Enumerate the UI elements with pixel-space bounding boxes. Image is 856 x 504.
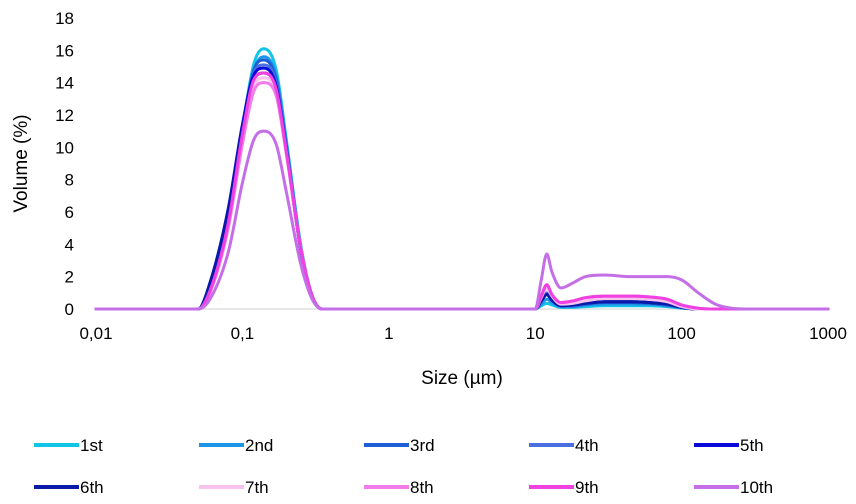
- y-tick-label: 12: [55, 106, 74, 125]
- legend-item-3: 3rd: [364, 436, 435, 455]
- legend-label: 6th: [80, 478, 104, 497]
- legend-label: 2nd: [245, 436, 273, 455]
- series-line-7: [94, 76, 830, 311]
- y-tick-label: 8: [65, 171, 74, 190]
- series-line-1: [94, 47, 830, 311]
- legend-item-6: 6th: [34, 478, 104, 497]
- series-line-2: [94, 55, 830, 311]
- legend-label: 7th: [245, 478, 269, 497]
- legend-label: 8th: [410, 478, 434, 497]
- legend-label: 3rd: [410, 436, 435, 455]
- series-line-4: [94, 63, 830, 311]
- x-tick-label: 0,01: [79, 324, 112, 343]
- legend-item-8: 8th: [364, 478, 434, 497]
- series-line-5: [94, 66, 830, 311]
- x-axis-title: Size (µm): [421, 368, 503, 389]
- series-line-10: [94, 129, 830, 311]
- y-tick-label: 14: [55, 74, 74, 93]
- legend-label: 9th: [575, 478, 599, 497]
- y-tick-label: 2: [65, 268, 74, 287]
- y-tick-label: 16: [55, 41, 74, 60]
- legend-item-4: 4th: [529, 436, 599, 455]
- legend-item-7: 7th: [199, 478, 269, 497]
- y-tick-label: 4: [65, 235, 74, 254]
- series-line-6: [94, 71, 830, 311]
- legend-item-1: 1st: [34, 436, 103, 455]
- legend-label: 10th: [740, 478, 773, 497]
- legend-item-5: 5th: [694, 436, 764, 455]
- x-tick-label: 100: [667, 324, 695, 343]
- x-tick-label: 10: [526, 324, 545, 343]
- legend-item-2: 2nd: [199, 436, 273, 455]
- series-line-3: [94, 58, 830, 311]
- y-tick-label: 0: [65, 300, 74, 319]
- y-axis-ticks: 0 2 4 6 8 10 12 14 16 18: [55, 9, 74, 319]
- x-axis-ticks: 0,01 0,1 1 10 100 1000: [79, 324, 846, 343]
- x-tick-label: 1000: [809, 324, 847, 343]
- series-line-9: [94, 71, 830, 311]
- legend-item-9: 9th: [529, 478, 599, 497]
- legend-label: 1st: [80, 436, 103, 455]
- legend-label: 5th: [740, 436, 764, 455]
- x-tick-label: 1: [384, 324, 393, 343]
- y-tick-label: 10: [55, 138, 74, 157]
- y-tick-label: 18: [55, 9, 74, 28]
- legend-label: 4th: [575, 436, 599, 455]
- series-line-8: [94, 81, 830, 311]
- y-tick-label: 6: [65, 203, 74, 222]
- x-tick-label: 0,1: [231, 324, 255, 343]
- series-layer: [94, 47, 830, 311]
- legend-item-10: 10th: [694, 478, 773, 497]
- y-axis-title: Volume (%): [11, 114, 32, 212]
- legend: 1st 2nd 3rd 4th 5th 6th 7th 8th 9th 10th: [34, 436, 773, 497]
